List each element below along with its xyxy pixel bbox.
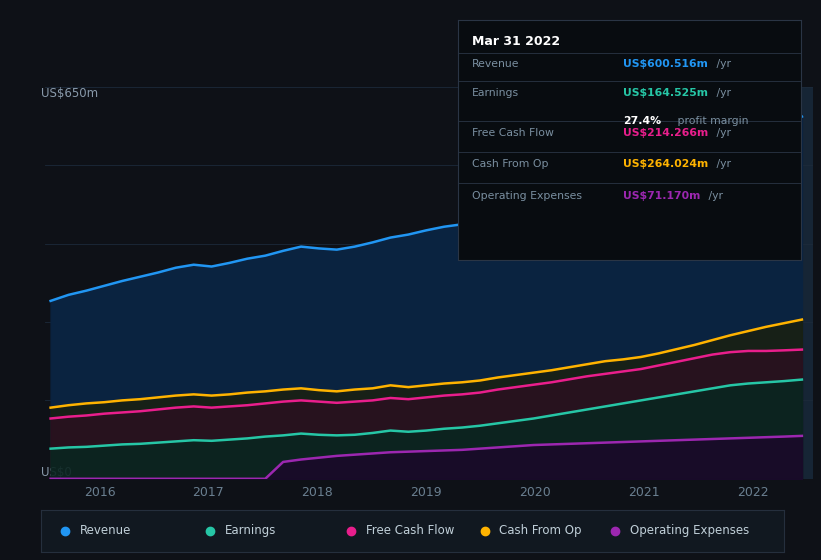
Text: Operating Expenses: Operating Expenses: [630, 524, 749, 537]
Text: US$264.024m: US$264.024m: [623, 159, 708, 169]
Text: /yr: /yr: [713, 59, 732, 69]
Text: Earnings: Earnings: [225, 524, 276, 537]
Text: US$214.266m: US$214.266m: [623, 128, 708, 138]
Text: US$0: US$0: [41, 466, 72, 479]
Text: Free Cash Flow: Free Cash Flow: [472, 128, 553, 138]
Text: US$71.170m: US$71.170m: [623, 190, 700, 200]
Text: Revenue: Revenue: [472, 59, 520, 69]
Text: /yr: /yr: [713, 128, 732, 138]
Bar: [644, 87, 821, 479]
Text: Earnings: Earnings: [472, 88, 519, 98]
Text: US$650m: US$650m: [41, 87, 99, 100]
Text: Revenue: Revenue: [80, 524, 131, 537]
Text: US$164.525m: US$164.525m: [623, 88, 708, 98]
Text: /yr: /yr: [713, 88, 732, 98]
Text: profit margin: profit margin: [674, 116, 749, 126]
Text: 27.4%: 27.4%: [623, 116, 661, 126]
Text: US$600.516m: US$600.516m: [623, 59, 708, 69]
Text: Mar 31 2022: Mar 31 2022: [472, 35, 560, 48]
Text: /yr: /yr: [713, 159, 732, 169]
Text: /yr: /yr: [705, 190, 723, 200]
Text: Operating Expenses: Operating Expenses: [472, 190, 582, 200]
Text: Cash From Op: Cash From Op: [499, 524, 582, 537]
Text: Free Cash Flow: Free Cash Flow: [365, 524, 454, 537]
Text: Cash From Op: Cash From Op: [472, 159, 548, 169]
